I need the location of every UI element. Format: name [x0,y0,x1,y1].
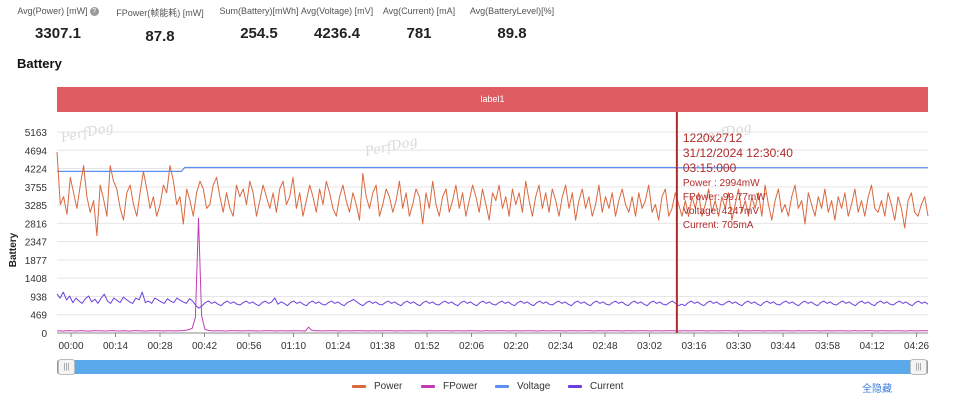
x-tick-label: 00:56 [236,341,261,352]
y-tick-label: 3755 [25,183,48,194]
stat-fpower: FPower(帧能耗) [mW] 87.8 [108,6,212,45]
stat-sum-battery: Sum(Battery)[mWh] 254.5 [212,6,306,42]
x-tick-label: 03:02 [637,341,662,352]
y-tick-label: 4694 [25,146,48,157]
stats-panel: Avg(Power) [mW]? 3307.1 FPower(帧能耗) [mW]… [0,0,960,48]
x-tick-label: 04:26 [904,341,929,352]
legend-item-power[interactable]: Power [352,381,402,392]
watermark-text: PerfDog [59,120,115,146]
chart-legend: Power FPower Voltage Current [0,381,960,395]
tooltip-line: Current: 705mA [683,220,754,231]
x-tick-label: 03:30 [726,341,751,352]
tooltip-line: 03:15:000 [683,161,737,175]
y-tick-label: 469 [30,311,47,322]
legend-item-fpower[interactable]: FPower [421,381,477,392]
stat-value: 4236.4 [314,25,360,42]
legend-swatch [421,384,435,388]
legend-item-current[interactable]: Current [568,381,623,392]
x-tick-label: 02:48 [593,341,618,352]
legend-swatch [495,384,509,388]
slider-end-handle[interactable]: ||| [910,359,927,375]
tooltip-line: FPower: 99.77mW [683,192,766,203]
tooltip-line: 31/12/2024 12:30:40 [683,146,793,160]
y-tick-label: 0 [41,329,47,340]
legend-label: FPower [443,381,478,392]
x-tick-label: 04:12 [860,341,885,352]
series-line-fpower[interactable] [56,217,929,332]
watermark-text: PerfDog [363,134,419,160]
y-tick-label: 1408 [25,274,48,285]
section-title: Battery [17,56,62,71]
legend-swatch [352,384,366,388]
y-tick-label: 5163 [25,128,48,139]
legend-label: Current [590,381,624,392]
stat-value: 781 [406,25,432,42]
time-range-slider[interactable]: ||| ||| [57,359,928,375]
y-axis-title: Battery [8,232,19,267]
stat-label: Sum(Battery)[mWh] [219,6,299,16]
stat-value: 254.5 [240,25,278,42]
x-tick-label: 00:00 [58,341,83,352]
stat-label: Avg(Current) [mA] [382,6,456,16]
x-tick-label: 00:42 [192,341,217,352]
tooltip-line: Power : 2994mW [683,178,760,189]
help-icon[interactable]: ? [89,7,99,17]
x-tick-label: 03:44 [771,341,796,352]
x-tick-label: 02:34 [548,341,573,352]
tooltip-line: Voltage: 4247mV [683,206,759,217]
y-tick-label: 938 [30,292,47,303]
y-tick-label: 1877 [25,256,48,267]
label-bar[interactable]: label1 [57,87,928,112]
stat-avg-power: Avg(Power) [mW]? 3307.1 [5,6,111,42]
hide-all-link[interactable]: 全隐藏 [862,384,892,395]
tooltip-line: 1220x2712 [683,131,743,145]
slider-start-handle[interactable]: ||| [58,359,75,375]
stat-label: FPower(帧能耗) [mW] [116,8,204,18]
y-tick-label: 3285 [25,201,48,212]
x-tick-label: 00:28 [147,341,172,352]
x-tick-label: 01:10 [281,341,306,352]
stat-value: 87.8 [145,28,175,45]
x-tick-label: 01:52 [415,341,440,352]
legend-swatch [568,384,582,388]
stat-label: Avg(BatteryLevel)[%] [469,6,555,16]
x-tick-label: 00:14 [103,341,128,352]
y-tick-label: 2816 [25,219,48,230]
x-tick-label: 01:24 [326,341,351,352]
stat-avg-battery-level: Avg(BatteryLevel)[%] 89.8 [462,6,562,42]
stat-avg-current: Avg(Current) [mA] 781 [380,6,458,42]
legend-label: Power [374,381,403,392]
y-tick-label: 4224 [25,165,48,176]
series-line-voltage[interactable] [57,166,928,172]
battery-chart[interactable]: PerfDogPerfDogPerfDog0469938140818772347… [0,112,960,358]
stat-value: 3307.1 [35,25,81,43]
legend-label: Voltage [517,381,551,392]
x-tick-label: 02:20 [504,341,529,352]
legend-item-voltage[interactable]: Voltage [495,381,550,392]
x-tick-label: 03:16 [682,341,707,352]
stat-label: Avg(Voltage) [mV] [300,6,374,16]
series-line-current[interactable] [56,291,929,309]
x-tick-label: 01:38 [370,341,395,352]
stat-value: 89.8 [497,25,527,42]
x-tick-label: 02:06 [459,341,484,352]
stat-label: Avg(Power) [mW] [17,6,88,16]
y-tick-label: 2347 [25,238,48,249]
x-tick-label: 03:58 [815,341,840,352]
series-line-power[interactable] [56,151,929,237]
stat-avg-voltage: Avg(Voltage) [mV] 4236.4 [298,6,376,42]
